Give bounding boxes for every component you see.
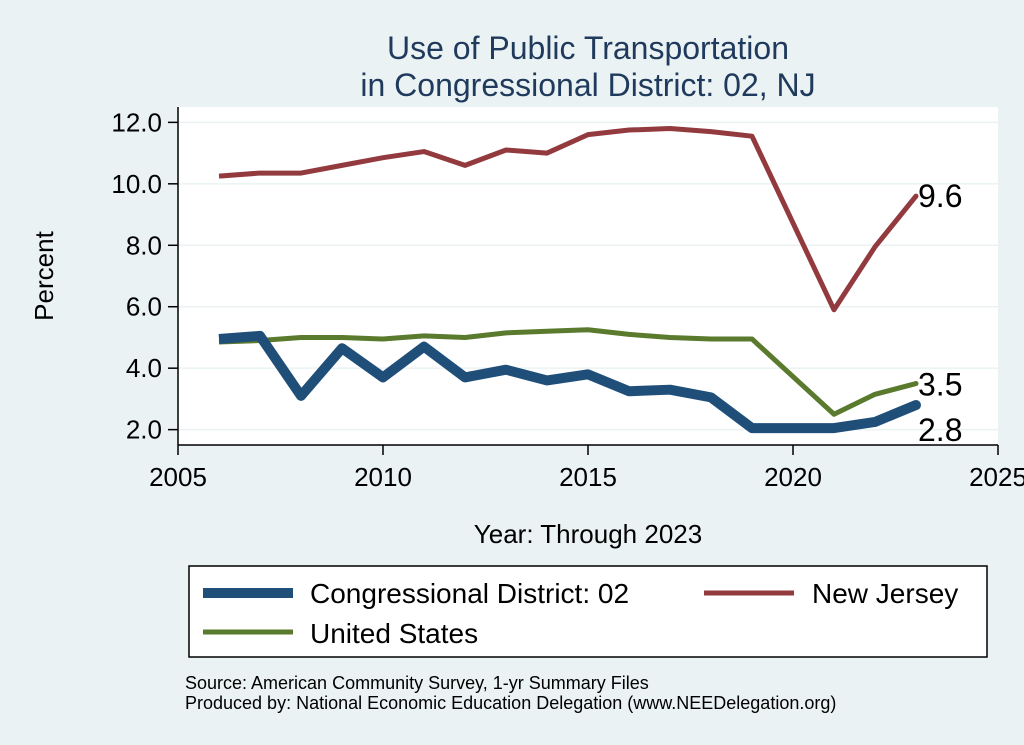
series-line-new-jersey: [218, 126, 918, 313]
end-point-united-states: [913, 381, 919, 387]
y-tick-label: 6.0: [126, 292, 162, 322]
x-axis-title: Year: Through 2023: [474, 519, 702, 549]
legend-label-new-jersey: New Jersey: [812, 578, 958, 609]
y-tick-label: 8.0: [126, 230, 162, 260]
end-label-district: 2.8: [918, 412, 962, 448]
x-tick-label: 2010: [354, 462, 412, 492]
y-tick-label: 4.0: [126, 353, 162, 383]
series-line-united-states: [218, 327, 917, 417]
x-tick-label: 2025: [969, 462, 1024, 492]
y-axis: 2.0 4.0 6.0 8.0 10.0 12.0: [111, 107, 179, 445]
producer-note: Produced by: National Economic Education…: [185, 693, 836, 713]
legend-box: [188, 565, 988, 658]
x-tick-label: 2005: [149, 462, 207, 492]
source-note: Source: American Community Survey, 1-yr …: [185, 673, 649, 693]
x-tick-label: 2015: [559, 462, 617, 492]
end-labels: 2.8 9.6 3.5: [918, 178, 962, 448]
end-label-united-states: 3.5: [918, 367, 962, 403]
x-axis: 2005 2010 2015 2020 2025: [149, 444, 1024, 492]
end-point-district: [911, 400, 921, 411]
legend: Congressional District: 02 New Jersey Un…: [188, 565, 988, 658]
end-label-new-jersey: 9.6: [918, 178, 962, 214]
chart-title-line-1: Use of Public Transportation: [387, 30, 789, 66]
end-point-new-jersey: [913, 193, 919, 199]
y-tick-label: 12.0: [111, 107, 162, 137]
y-tick-label: 10.0: [111, 169, 162, 199]
y-axis-title: Percent: [29, 230, 59, 320]
x-tick-label: 2020: [764, 462, 822, 492]
y-tick-label: 2.0: [126, 415, 162, 445]
series-lines: [218, 126, 921, 434]
legend-label-united-states: United States: [310, 618, 478, 649]
series-line-district: [218, 330, 918, 434]
gridlines: [178, 121, 998, 431]
chart-title-line-2: in Congressional District: 02, NJ: [360, 67, 815, 103]
plot-area: [178, 107, 998, 445]
legend-label-district: Congressional District: 02: [310, 578, 629, 609]
